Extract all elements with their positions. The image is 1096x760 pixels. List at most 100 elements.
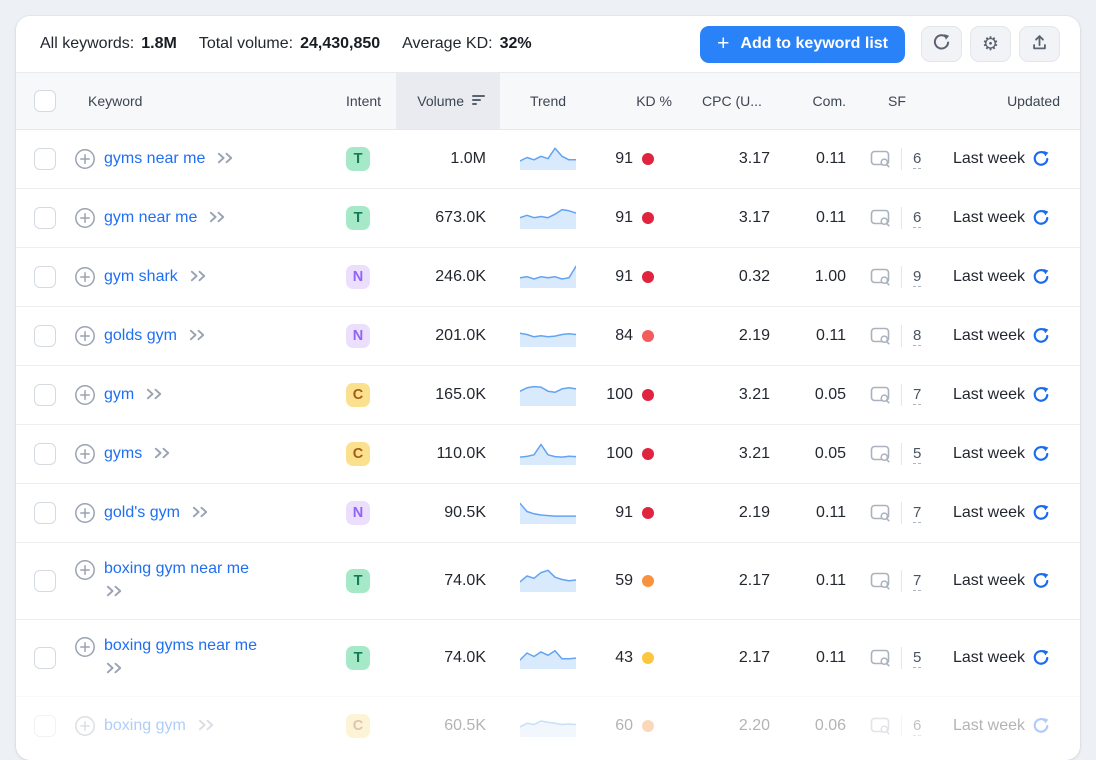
keyword-link[interactable]: boxing gym xyxy=(104,716,186,734)
add-keyword-icon[interactable] xyxy=(74,325,96,347)
add-keyword-icon[interactable] xyxy=(74,715,96,737)
keyword-link[interactable]: gold's gym xyxy=(104,503,180,521)
column-header-volume[interactable]: Volume xyxy=(396,73,500,129)
add-keyword-icon[interactable] xyxy=(74,384,96,406)
competition-value: 0.11 xyxy=(816,572,846,589)
sf-count-link[interactable]: 5 xyxy=(913,444,922,464)
row-checkbox[interactable] xyxy=(34,325,56,347)
summary-stats: All keywords: 1.8M Total volume: 24,430,… xyxy=(40,35,688,53)
row-checkbox[interactable] xyxy=(34,148,56,170)
update-refresh-icon[interactable] xyxy=(1032,209,1050,227)
add-keyword-icon[interactable] xyxy=(74,636,96,658)
serp-features-icon[interactable] xyxy=(870,572,890,590)
sf-count-link[interactable]: 9 xyxy=(913,267,922,287)
kd-difficulty-dot xyxy=(642,212,654,224)
sf-count-link[interactable]: 8 xyxy=(913,326,922,346)
updated-cell: Last week xyxy=(950,150,1080,168)
intent-badge: T xyxy=(346,147,370,171)
keyword-table-card: All keywords: 1.8M Total volume: 24,430,… xyxy=(16,16,1080,760)
row-checkbox[interactable] xyxy=(34,207,56,229)
keyword-link[interactable]: gyms near me xyxy=(104,149,206,167)
row-checkbox[interactable] xyxy=(34,570,56,592)
kd-cell: 60 xyxy=(596,717,680,735)
serp-features-icon[interactable] xyxy=(870,268,890,286)
sf-count-link[interactable]: 6 xyxy=(913,149,922,169)
trend-sparkline xyxy=(500,144,596,175)
update-refresh-icon[interactable] xyxy=(1032,386,1050,404)
expand-keyword-icon[interactable] xyxy=(187,326,208,349)
column-header-updated[interactable]: Updated xyxy=(1007,93,1060,109)
expand-keyword-icon[interactable] xyxy=(104,659,257,682)
serp-features-icon[interactable] xyxy=(870,649,890,667)
row-checkbox[interactable] xyxy=(34,715,56,737)
expand-keyword-icon[interactable] xyxy=(188,267,209,290)
serp-features-icon[interactable] xyxy=(870,150,890,168)
sf-count-link[interactable]: 5 xyxy=(913,648,922,668)
expand-keyword-icon[interactable] xyxy=(196,716,217,739)
add-keyword-icon[interactable] xyxy=(74,559,96,581)
keyword-link[interactable]: gyms xyxy=(104,444,143,462)
sf-count-link[interactable]: 6 xyxy=(913,716,922,736)
add-to-keyword-list-button[interactable]: + Add to keyword list xyxy=(700,25,905,63)
serp-features-icon[interactable] xyxy=(870,386,890,404)
keyword-link[interactable]: golds gym xyxy=(104,326,177,344)
column-header-trend: Trend xyxy=(529,93,567,109)
update-refresh-icon[interactable] xyxy=(1032,327,1050,345)
update-refresh-icon[interactable] xyxy=(1032,649,1050,667)
update-refresh-icon[interactable] xyxy=(1032,504,1050,522)
select-all-checkbox[interactable] xyxy=(34,90,56,112)
row-checkbox[interactable] xyxy=(34,266,56,288)
row-checkbox[interactable] xyxy=(34,384,56,406)
expand-keyword-icon[interactable] xyxy=(152,444,173,467)
add-keyword-icon[interactable] xyxy=(74,443,96,465)
expand-keyword-icon[interactable] xyxy=(215,149,236,172)
update-refresh-icon[interactable] xyxy=(1032,445,1050,463)
settings-button[interactable]: ⚙ xyxy=(970,26,1011,62)
keyword-link[interactable]: gym shark xyxy=(104,267,178,285)
sf-count-link[interactable]: 7 xyxy=(913,385,922,405)
keyword-link[interactable]: boxing gyms near me xyxy=(104,637,257,654)
keyword-link[interactable]: boxing gym near me xyxy=(104,560,249,577)
serp-features-icon[interactable] xyxy=(870,327,890,345)
cpc-value: 2.19 xyxy=(738,504,770,521)
expand-keyword-icon[interactable] xyxy=(207,208,228,231)
keyword-cell: boxing gyms near me xyxy=(72,626,332,690)
serp-features-icon[interactable] xyxy=(870,504,890,522)
column-header-kd[interactable]: KD % xyxy=(636,93,672,109)
update-refresh-icon[interactable] xyxy=(1032,572,1050,590)
expand-keyword-icon[interactable] xyxy=(190,503,211,526)
keyword-cell: golds gym xyxy=(72,324,332,349)
volume-value: 201.0K xyxy=(435,327,486,344)
volume-value: 1.0M xyxy=(450,150,486,167)
trend-sparkline xyxy=(500,262,596,293)
update-refresh-icon[interactable] xyxy=(1032,150,1050,168)
sf-count-link[interactable]: 7 xyxy=(913,503,922,523)
sf-count-link[interactable]: 7 xyxy=(913,571,922,591)
keyword-link[interactable]: gym xyxy=(104,385,135,403)
column-header-keyword: Keyword xyxy=(88,93,143,109)
competition-value: 1.00 xyxy=(814,268,846,285)
row-checkbox[interactable] xyxy=(34,443,56,465)
column-header-cpc[interactable]: CPC (U... xyxy=(702,93,762,109)
column-header-com[interactable]: Com. xyxy=(812,93,846,109)
add-keyword-icon[interactable] xyxy=(74,502,96,524)
export-button[interactable] xyxy=(1019,26,1060,62)
sf-cell: 5 xyxy=(858,443,950,465)
add-keyword-icon[interactable] xyxy=(74,266,96,288)
sf-count-link[interactable]: 6 xyxy=(913,208,922,228)
expand-keyword-icon[interactable] xyxy=(144,385,165,408)
keyword-link[interactable]: gym near me xyxy=(104,208,198,226)
add-keyword-icon[interactable] xyxy=(74,207,96,229)
expand-keyword-icon[interactable] xyxy=(104,582,249,605)
serp-features-icon[interactable] xyxy=(870,717,890,735)
row-checkbox[interactable] xyxy=(34,647,56,669)
stat-label: All keywords: xyxy=(40,35,135,52)
refresh-button[interactable] xyxy=(921,26,962,62)
row-checkbox[interactable] xyxy=(34,502,56,524)
add-keyword-icon[interactable] xyxy=(74,148,96,170)
update-refresh-icon[interactable] xyxy=(1032,717,1050,735)
serp-features-icon[interactable] xyxy=(870,209,890,227)
serp-features-icon[interactable] xyxy=(870,445,890,463)
updated-cell: Last week xyxy=(950,717,1080,735)
update-refresh-icon[interactable] xyxy=(1032,268,1050,286)
